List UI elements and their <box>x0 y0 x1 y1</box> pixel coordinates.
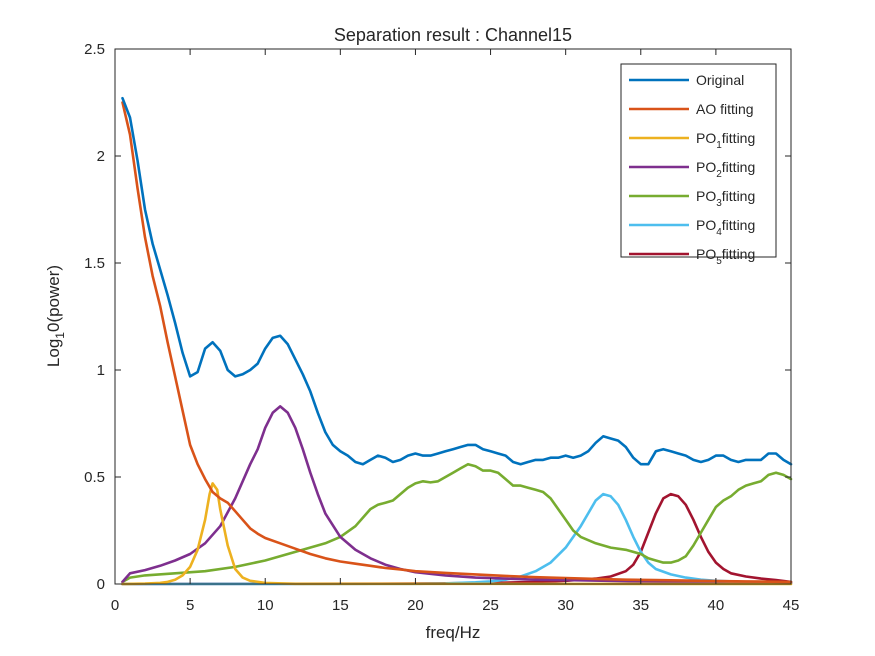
series-line-original <box>121 96 793 466</box>
y-axis-label-main: Log <box>44 339 63 367</box>
x-tick-label: 10 <box>257 597 274 614</box>
legend-label-main: PO <box>696 188 716 204</box>
x-tick-label: 0 <box>111 597 119 614</box>
y-tick-label: 0 <box>97 576 105 593</box>
x-tick-label: 35 <box>632 597 649 614</box>
x-tick-label: 15 <box>332 597 349 614</box>
x-tick-label: 25 <box>482 597 499 614</box>
series-line-ao-fitting <box>121 101 793 584</box>
legend-label-subscript: 2 <box>716 169 722 180</box>
x-tick-label: 20 <box>407 597 424 614</box>
x-tick-label: 30 <box>557 597 574 614</box>
plot-frame <box>114 48 792 585</box>
series-line-po4fitting <box>121 492 793 586</box>
legend-label-subscript: 1 <box>716 140 722 151</box>
legend-label-rest: fitting <box>722 159 755 175</box>
x-tick-label: 5 <box>186 597 194 614</box>
legend-label-ao-fitting: AO fitting <box>696 101 754 117</box>
series-line-po3fitting <box>121 462 793 584</box>
legend-label-rest: fitting <box>722 217 755 233</box>
x-axis-label: freq/Hz <box>426 623 481 642</box>
legend-label-po1fitting: PO1fitting <box>696 130 755 151</box>
legend-label-po3fitting: PO3fitting <box>696 188 755 209</box>
y-tick-label: 1 <box>97 362 105 379</box>
x-tick-label: 45 <box>783 597 800 614</box>
y-tick-label: 2.5 <box>84 41 105 58</box>
legend-label-main: PO <box>696 246 716 262</box>
legend-label-subscript: 3 <box>716 198 722 209</box>
y-tick-label: 1.5 <box>84 255 105 272</box>
legend-label-po4fitting: PO4fitting <box>696 217 755 238</box>
legend-label-main: PO <box>696 130 716 146</box>
legend-label-rest: fitting <box>722 188 755 204</box>
y-tick-label: 0.5 <box>84 469 105 486</box>
legend-label-main: PO <box>696 217 716 233</box>
legend-label-po2fitting: PO2fitting <box>696 159 755 180</box>
legend-label-main: AO fitting <box>696 101 754 117</box>
y-tick-label: 2 <box>97 148 105 165</box>
y-axis-label: Log10(power) <box>44 265 67 367</box>
legend-label-main: PO <box>696 159 716 175</box>
y-axis-label-subscript: 1 <box>53 332 67 339</box>
legend-label-po5fitting: PO5fitting <box>696 246 755 267</box>
y-axis-label-rest: 0(power) <box>44 265 63 332</box>
legend-label-rest: fitting <box>722 130 755 146</box>
x-tick-label: 40 <box>708 597 725 614</box>
legend-label-main: Original <box>696 72 744 88</box>
legend-label-subscript: 5 <box>716 256 722 267</box>
legend-label-rest: fitting <box>722 246 755 262</box>
chart-title: Separation result : Channel15 <box>334 25 572 45</box>
legend-label-subscript: 4 <box>716 227 722 238</box>
legend-label-original: Original <box>696 72 744 88</box>
